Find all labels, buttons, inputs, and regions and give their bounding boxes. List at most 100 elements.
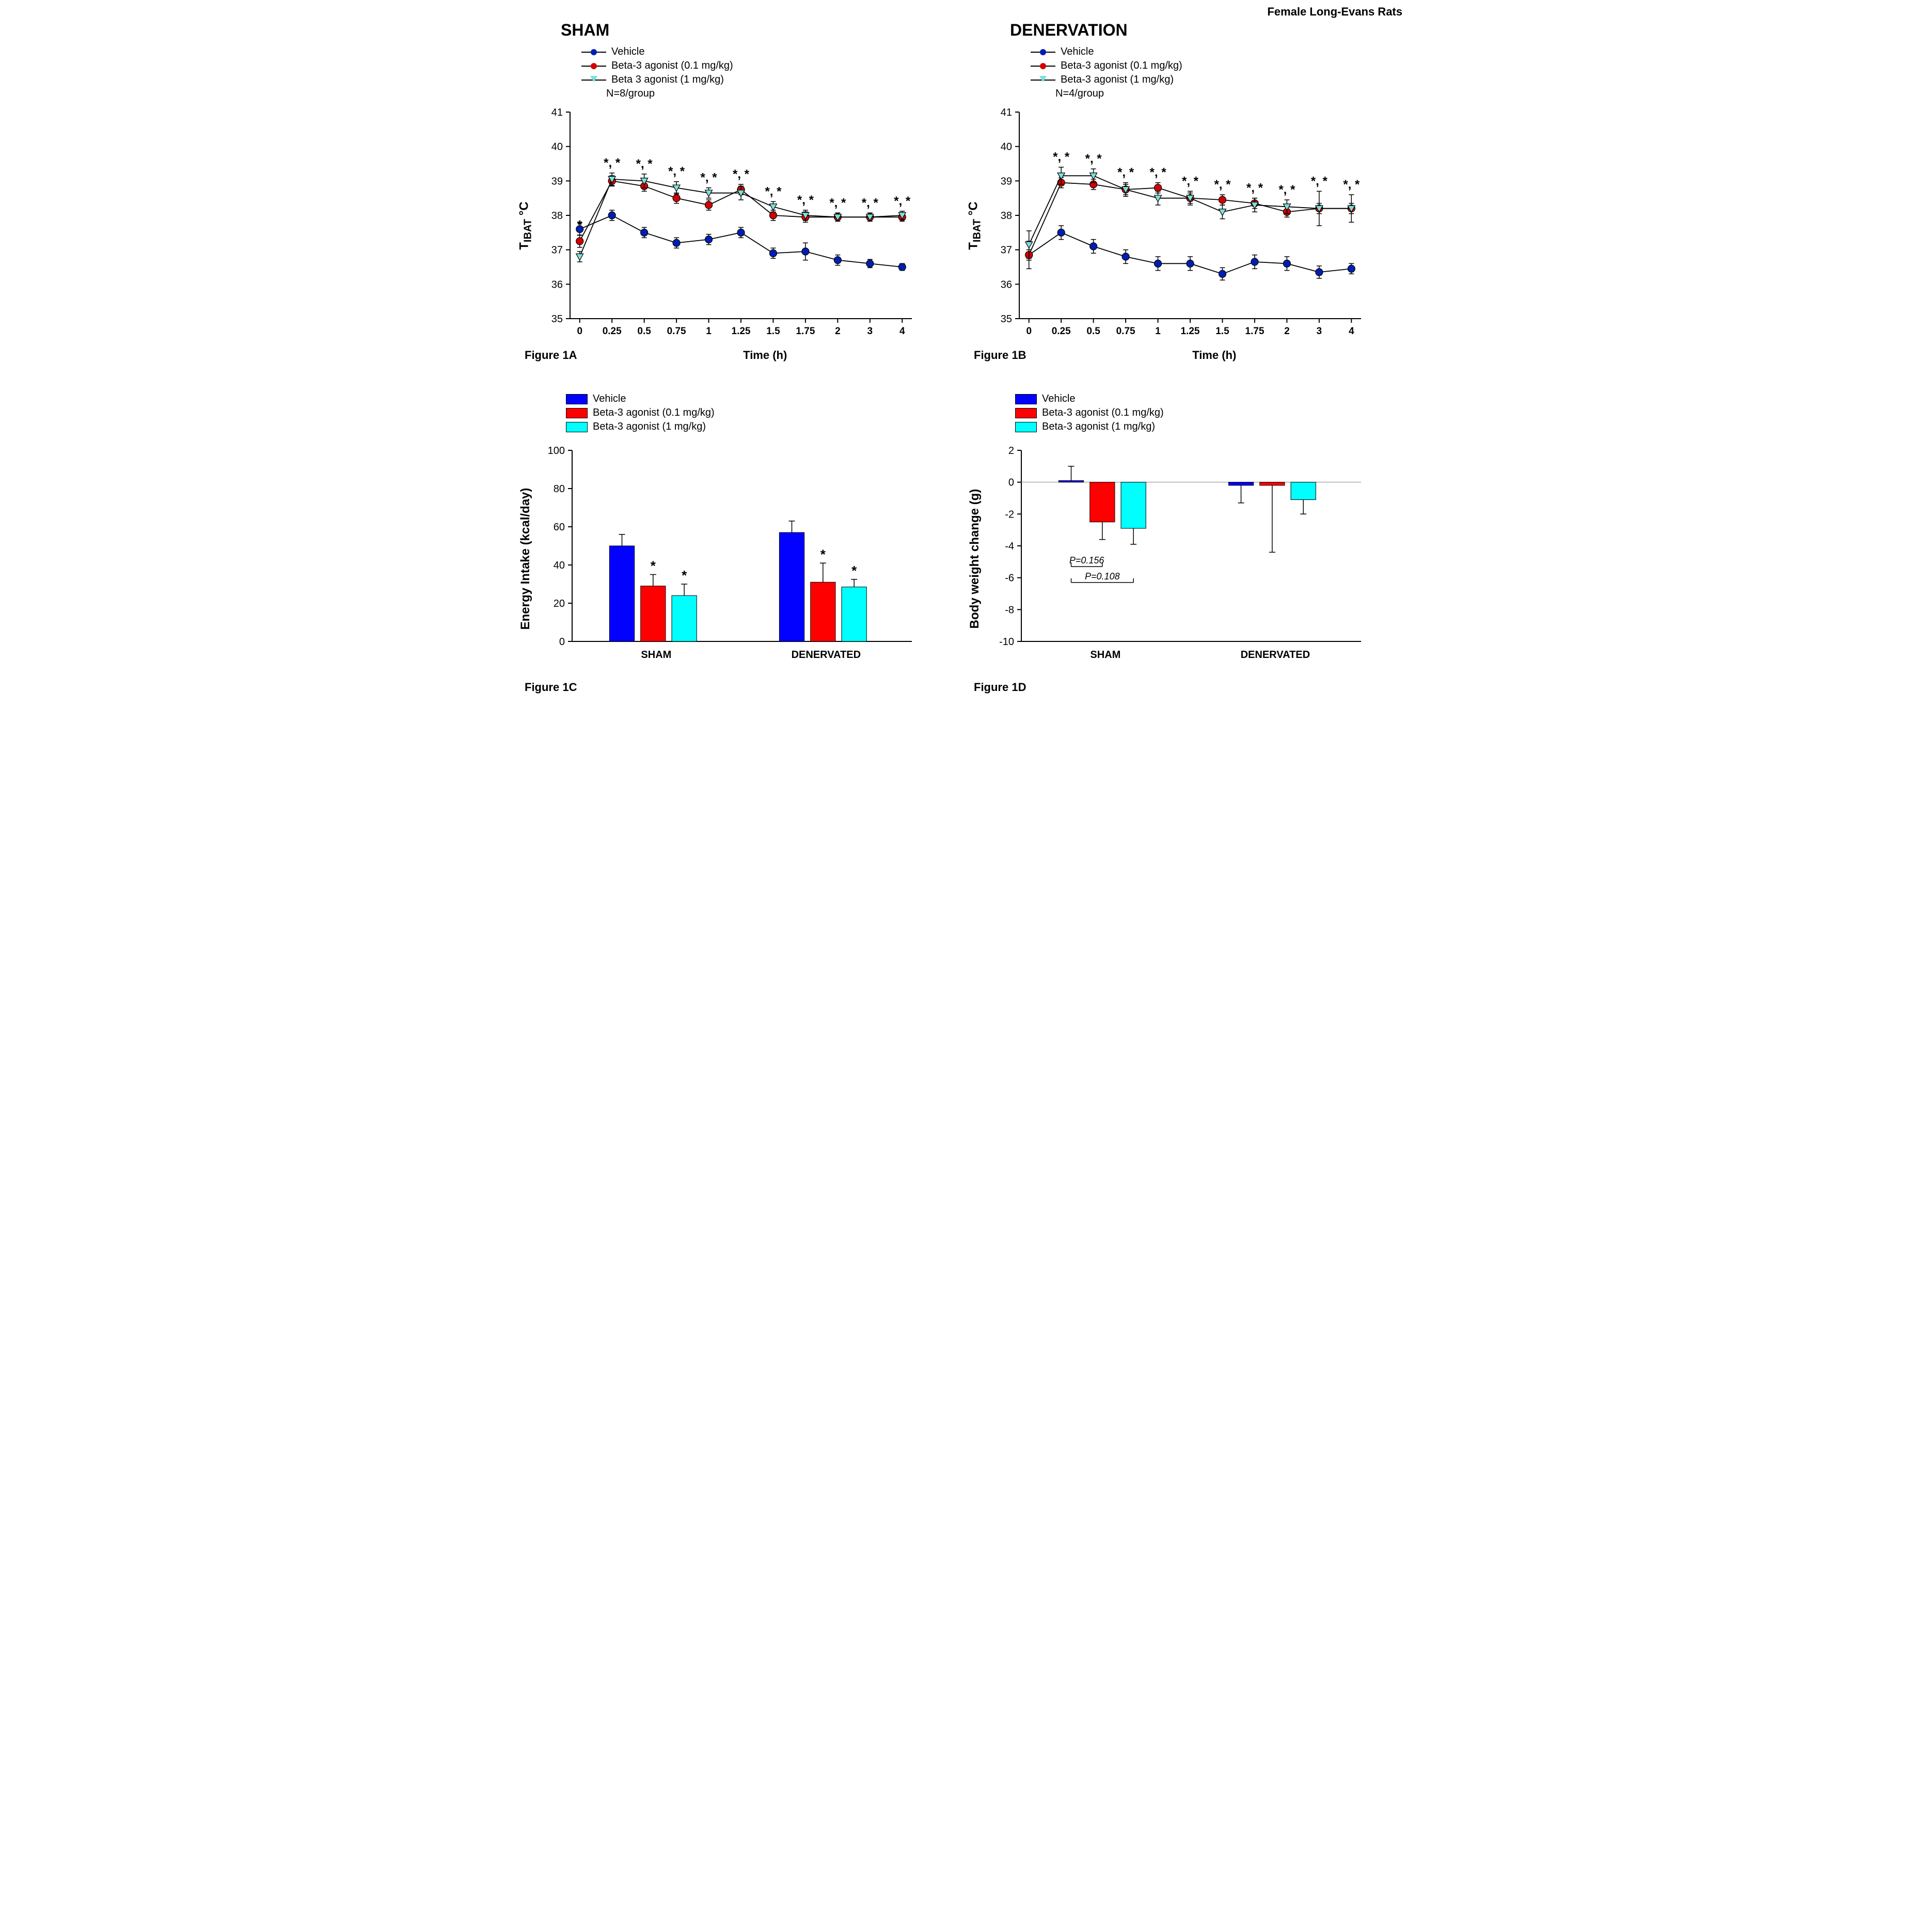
legend-n-label: N=8/group — [606, 88, 953, 100]
svg-text:*: * — [820, 546, 826, 562]
svg-text:40: 40 — [1001, 142, 1012, 153]
svg-text:0.25: 0.25 — [1052, 326, 1071, 337]
panel-d-chart-wrap: Body weight change (g) -10-8-6-4-202SHAM… — [979, 440, 1402, 678]
legend-swatch-icon — [566, 422, 588, 432]
svg-text:*, *: *, * — [1311, 174, 1328, 188]
svg-text:20: 20 — [554, 598, 565, 609]
legend-label: Beta-3 agonist (1 mg/kg) — [1061, 74, 1174, 86]
svg-text:1: 1 — [706, 326, 712, 337]
svg-text:35: 35 — [551, 313, 563, 325]
svg-text:P=0.156: P=0.156 — [1069, 555, 1105, 566]
panel-c-legend: VehicleBeta-3 agonist (0.1 mg/kg)Beta-3 … — [566, 393, 953, 433]
svg-text:1.25: 1.25 — [732, 326, 751, 337]
legend-swatch-icon — [1015, 394, 1037, 404]
svg-text:38: 38 — [1001, 210, 1012, 222]
panel-a-fig-label: Figure 1A — [525, 349, 577, 362]
panel-a-ylabel: TIBAT °C — [517, 201, 534, 249]
legend-label: Vehicle — [1042, 393, 1076, 405]
svg-text:2: 2 — [1008, 445, 1014, 457]
legend-row: Beta-3 agonist (0.1 mg/kg) — [1015, 407, 1402, 419]
svg-text:38: 38 — [551, 210, 563, 222]
svg-text:0: 0 — [1026, 326, 1032, 337]
svg-text:1.75: 1.75 — [1245, 326, 1264, 337]
svg-text:39: 39 — [551, 176, 563, 187]
panel-b-title: DENERVATION — [1010, 21, 1402, 40]
svg-text:*, *: *, * — [1150, 166, 1167, 180]
svg-text:*, *: *, * — [1085, 152, 1102, 166]
panel-c-ylabel: Energy Intake (kcal/day) — [518, 488, 533, 630]
panel-a-title: SHAM — [561, 21, 953, 40]
svg-text:-4: -4 — [1005, 541, 1014, 552]
svg-text:4: 4 — [1349, 326, 1354, 337]
legend-row: Beta-3 agonist (1 mg/kg) — [566, 421, 953, 433]
panel-c-fig-label: Figure 1C — [525, 681, 577, 694]
svg-text:0: 0 — [1008, 477, 1014, 489]
panel-d-fig-label: Figure 1D — [974, 681, 1026, 694]
svg-text:*, *: *, * — [1214, 178, 1231, 192]
legend-marker-icon — [1031, 80, 1055, 81]
panel-b-svg: 3536373839404100.250.50.7511.251.51.7523… — [979, 107, 1371, 344]
svg-text:1.5: 1.5 — [1215, 326, 1229, 337]
svg-text:35: 35 — [1001, 313, 1012, 325]
legend-row: Beta-3 agonist (0.1 mg/kg) — [1031, 60, 1402, 72]
svg-text:*, *: *, * — [604, 156, 621, 170]
svg-text:SHAM: SHAM — [641, 649, 671, 661]
panel-d: Vehicle Beta-3 agonist (0.1 mg/kg) Beta-3 … — [974, 393, 1402, 694]
svg-text:0: 0 — [559, 636, 565, 648]
legend-marker-icon — [581, 80, 606, 81]
svg-text:*: * — [851, 563, 857, 578]
svg-text:0: 0 — [577, 326, 582, 337]
legend-label: Beta 3 agonist (1 mg/kg) — [611, 74, 724, 86]
panel-a-xlabel: Time (h) — [577, 349, 953, 362]
legend-row: Vehicle — [581, 46, 953, 58]
svg-text:-2: -2 — [1005, 509, 1014, 520]
legend-row: Beta-3 agonist (1 mg/kg) — [1031, 74, 1402, 86]
svg-text:1.5: 1.5 — [766, 326, 780, 337]
svg-text:40: 40 — [551, 142, 563, 153]
svg-text:37: 37 — [1001, 245, 1012, 256]
panel-c-chart-wrap: Energy Intake (kcal/day) 020406080100**S… — [530, 440, 953, 678]
panel-a-svg: 3536373839404100.250.50.7511.251.51.7523… — [530, 107, 922, 344]
panel-a-chart-wrap: TIBAT °C 3536373839404100.250.50.7511.25… — [530, 107, 953, 344]
svg-text:-6: -6 — [1005, 573, 1014, 584]
svg-text:36: 36 — [1001, 279, 1012, 290]
legend-label: Vehicle — [611, 46, 645, 58]
legend-row: Beta-3 agonist (0.1 mg/kg) — [566, 407, 953, 419]
svg-text:*, *: *, * — [894, 194, 911, 208]
svg-text:*: * — [682, 568, 687, 583]
svg-text:*, *: *, * — [797, 193, 814, 207]
svg-text:*, *: *, * — [1278, 183, 1296, 197]
legend-row: Vehicle — [1015, 393, 1402, 405]
svg-text:-10: -10 — [999, 636, 1014, 648]
legend-row: Beta-3 agonist (1 mg/kg) — [1015, 421, 1402, 433]
svg-text:41: 41 — [1001, 107, 1012, 118]
legend-row: Vehicle — [1031, 46, 1402, 58]
svg-text:DENERVATED: DENERVATED — [792, 649, 861, 661]
legend-label: Beta-3 agonist (1 mg/kg) — [1042, 421, 1155, 433]
svg-text:*, *: *, * — [862, 196, 879, 210]
svg-text:P=0.108: P=0.108 — [1085, 571, 1120, 582]
legend-label: Beta-3 agonist (0.1 mg/kg) — [1061, 60, 1182, 72]
legend-label: Beta-3 agonist (0.1 mg/kg) — [1042, 407, 1164, 419]
legend-marker-icon — [581, 66, 606, 67]
legend-marker-icon — [1031, 66, 1055, 67]
svg-text:0.25: 0.25 — [603, 326, 622, 337]
legend-swatch-icon — [1015, 422, 1037, 432]
legend-n-label: N=4/group — [1055, 88, 1402, 100]
svg-text:*, *: *, * — [1343, 178, 1360, 192]
figure-grid: Female Long-Evans Rats SHAM VehicleBeta-… — [525, 21, 1402, 694]
legend-marker-icon — [581, 52, 606, 53]
svg-text:80: 80 — [554, 483, 565, 495]
legend-marker-icon — [1031, 52, 1055, 53]
legend-label: Vehicle — [1061, 46, 1094, 58]
svg-text:3: 3 — [867, 326, 873, 337]
svg-text:0.75: 0.75 — [1116, 326, 1135, 337]
legend-row: Beta-3 agonist (0.1 mg/kg) — [581, 60, 953, 72]
legend-label: Beta-3 agonist (0.1 mg/kg) — [593, 407, 715, 419]
svg-text:*: * — [577, 218, 582, 232]
svg-text:*, *: *, * — [701, 171, 718, 185]
top-right-label: Female Long-Evans Rats — [1267, 5, 1402, 19]
svg-text:2: 2 — [835, 326, 841, 337]
svg-text:40: 40 — [554, 560, 565, 571]
svg-text:*, *: *, * — [765, 184, 782, 198]
